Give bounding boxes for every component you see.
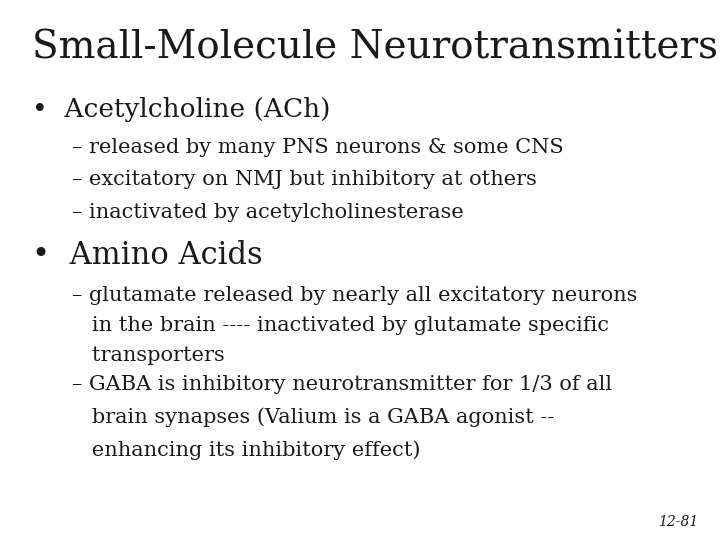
Text: – GABA is inhibitory neurotransmitter for 1/3 of all: – GABA is inhibitory neurotransmitter fo… (72, 375, 612, 394)
Text: – excitatory on NMJ but inhibitory at others: – excitatory on NMJ but inhibitory at ot… (72, 170, 537, 189)
Text: 12-81: 12-81 (658, 515, 698, 529)
Text: •  Amino Acids: • Amino Acids (32, 240, 263, 271)
Text: transporters: transporters (72, 346, 225, 365)
Text: Small-Molecule Neurotransmitters: Small-Molecule Neurotransmitters (32, 30, 719, 67)
Text: in the brain ---- inactivated by glutamate specific: in the brain ---- inactivated by glutama… (72, 316, 609, 335)
Text: •  Acetylcholine (ACh): • Acetylcholine (ACh) (32, 97, 331, 122)
Text: brain synapses (Valium is a GABA agonist --: brain synapses (Valium is a GABA agonist… (72, 408, 554, 427)
Text: – released by many PNS neurons & some CNS: – released by many PNS neurons & some CN… (72, 138, 564, 157)
Text: – glutamate released by nearly all excitatory neurons: – glutamate released by nearly all excit… (72, 286, 637, 305)
Text: enhancing its inhibitory effect): enhancing its inhibitory effect) (72, 440, 420, 460)
Text: – inactivated by acetylcholinesterase: – inactivated by acetylcholinesterase (72, 202, 464, 221)
